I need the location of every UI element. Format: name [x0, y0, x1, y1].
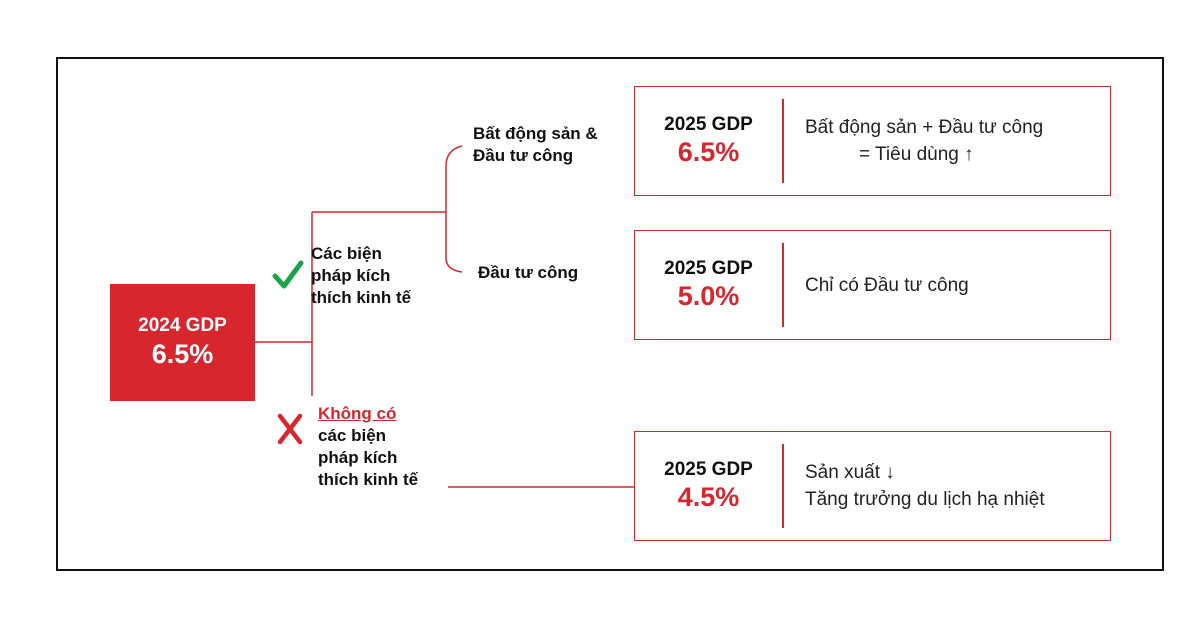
root-node-2024-gdp: 2024 GDP 6.5% [110, 284, 255, 401]
branch-label-line: Các biện [311, 244, 382, 263]
sub-branch-label-line: Bất động sản & [473, 124, 598, 143]
outcome-gdp-value: 6.5% [677, 137, 740, 167]
sub-branch-label-public-only: Đầu tư công [478, 263, 579, 282]
outcome-gdp-value: 5.0% [677, 281, 740, 311]
root-label: 2024 GDP [138, 315, 227, 336]
outcome-divider [782, 444, 784, 528]
outcome-gdp: 2025 GDP 5.0% [635, 231, 782, 339]
sub-branch-label-real-estate-public: Bất động sản & Đầu tư công [473, 123, 598, 167]
outcome-box-6-5: 2025 GDP 6.5% Bất động sản + Đầu tư công… [634, 86, 1111, 196]
outcome-divider [782, 99, 784, 183]
branch-label-line: thích kinh tế [311, 288, 412, 307]
outcome-gdp-label: 2025 GDP [664, 258, 753, 279]
outcome-gdp-label: 2025 GDP [664, 459, 753, 480]
branch-label-stimulus: Các biện pháp kích thích kinh tế [311, 243, 411, 309]
branch-label-line: pháp kích [318, 448, 398, 467]
outcome-desc-line: Bất động sản + Đầu tư công [805, 117, 1044, 138]
outcome-box-5-0: 2025 GDP 5.0% Chỉ có Đầu tư công [634, 230, 1111, 340]
outcome-desc-line: = Tiêu dùng ↑ [859, 144, 974, 165]
connector-sub-trunk [445, 145, 463, 273]
check-icon [272, 260, 304, 289]
branch-label-line: các biện [318, 426, 387, 445]
root-value: 6.5% [151, 339, 214, 369]
outcome-desc-line: Sản xuất ↓ [805, 462, 895, 483]
outcome-gdp-value: 4.5% [677, 482, 740, 512]
branch-label-no-stimulus: Không có các biện pháp kích thích kinh t… [318, 403, 418, 491]
branch-label-line: pháp kích [311, 266, 391, 285]
outcome-desc-line: Tăng trưởng du lịch hạ nhiệt [805, 489, 1045, 510]
outcome-gdp: 2025 GDP 6.5% [635, 87, 782, 195]
outcome-gdp: 2025 GDP 4.5% [635, 432, 782, 540]
cross-icon [277, 413, 303, 445]
outcome-description: Chỉ có Đầu tư công [805, 231, 1100, 339]
sub-branch-label-line: Đầu tư công [473, 146, 574, 165]
branch-label-line: thích kinh tế [318, 470, 419, 489]
outcome-gdp-label: 2025 GDP [664, 114, 753, 135]
outcome-description: Bất động sản + Đầu tư công = Tiêu dùng ↑ [805, 87, 1100, 195]
outcome-box-4-5: 2025 GDP 4.5% Sản xuất ↓ Tăng trưởng du … [634, 431, 1111, 541]
outcome-description: Sản xuất ↓ Tăng trưởng du lịch hạ nhiệt [805, 432, 1100, 540]
diagram-frame [56, 57, 1164, 571]
outcome-desc-line: Chỉ có Đầu tư công [805, 274, 969, 296]
outcome-divider [782, 243, 784, 327]
branch-label-negation: Không có [318, 404, 397, 423]
